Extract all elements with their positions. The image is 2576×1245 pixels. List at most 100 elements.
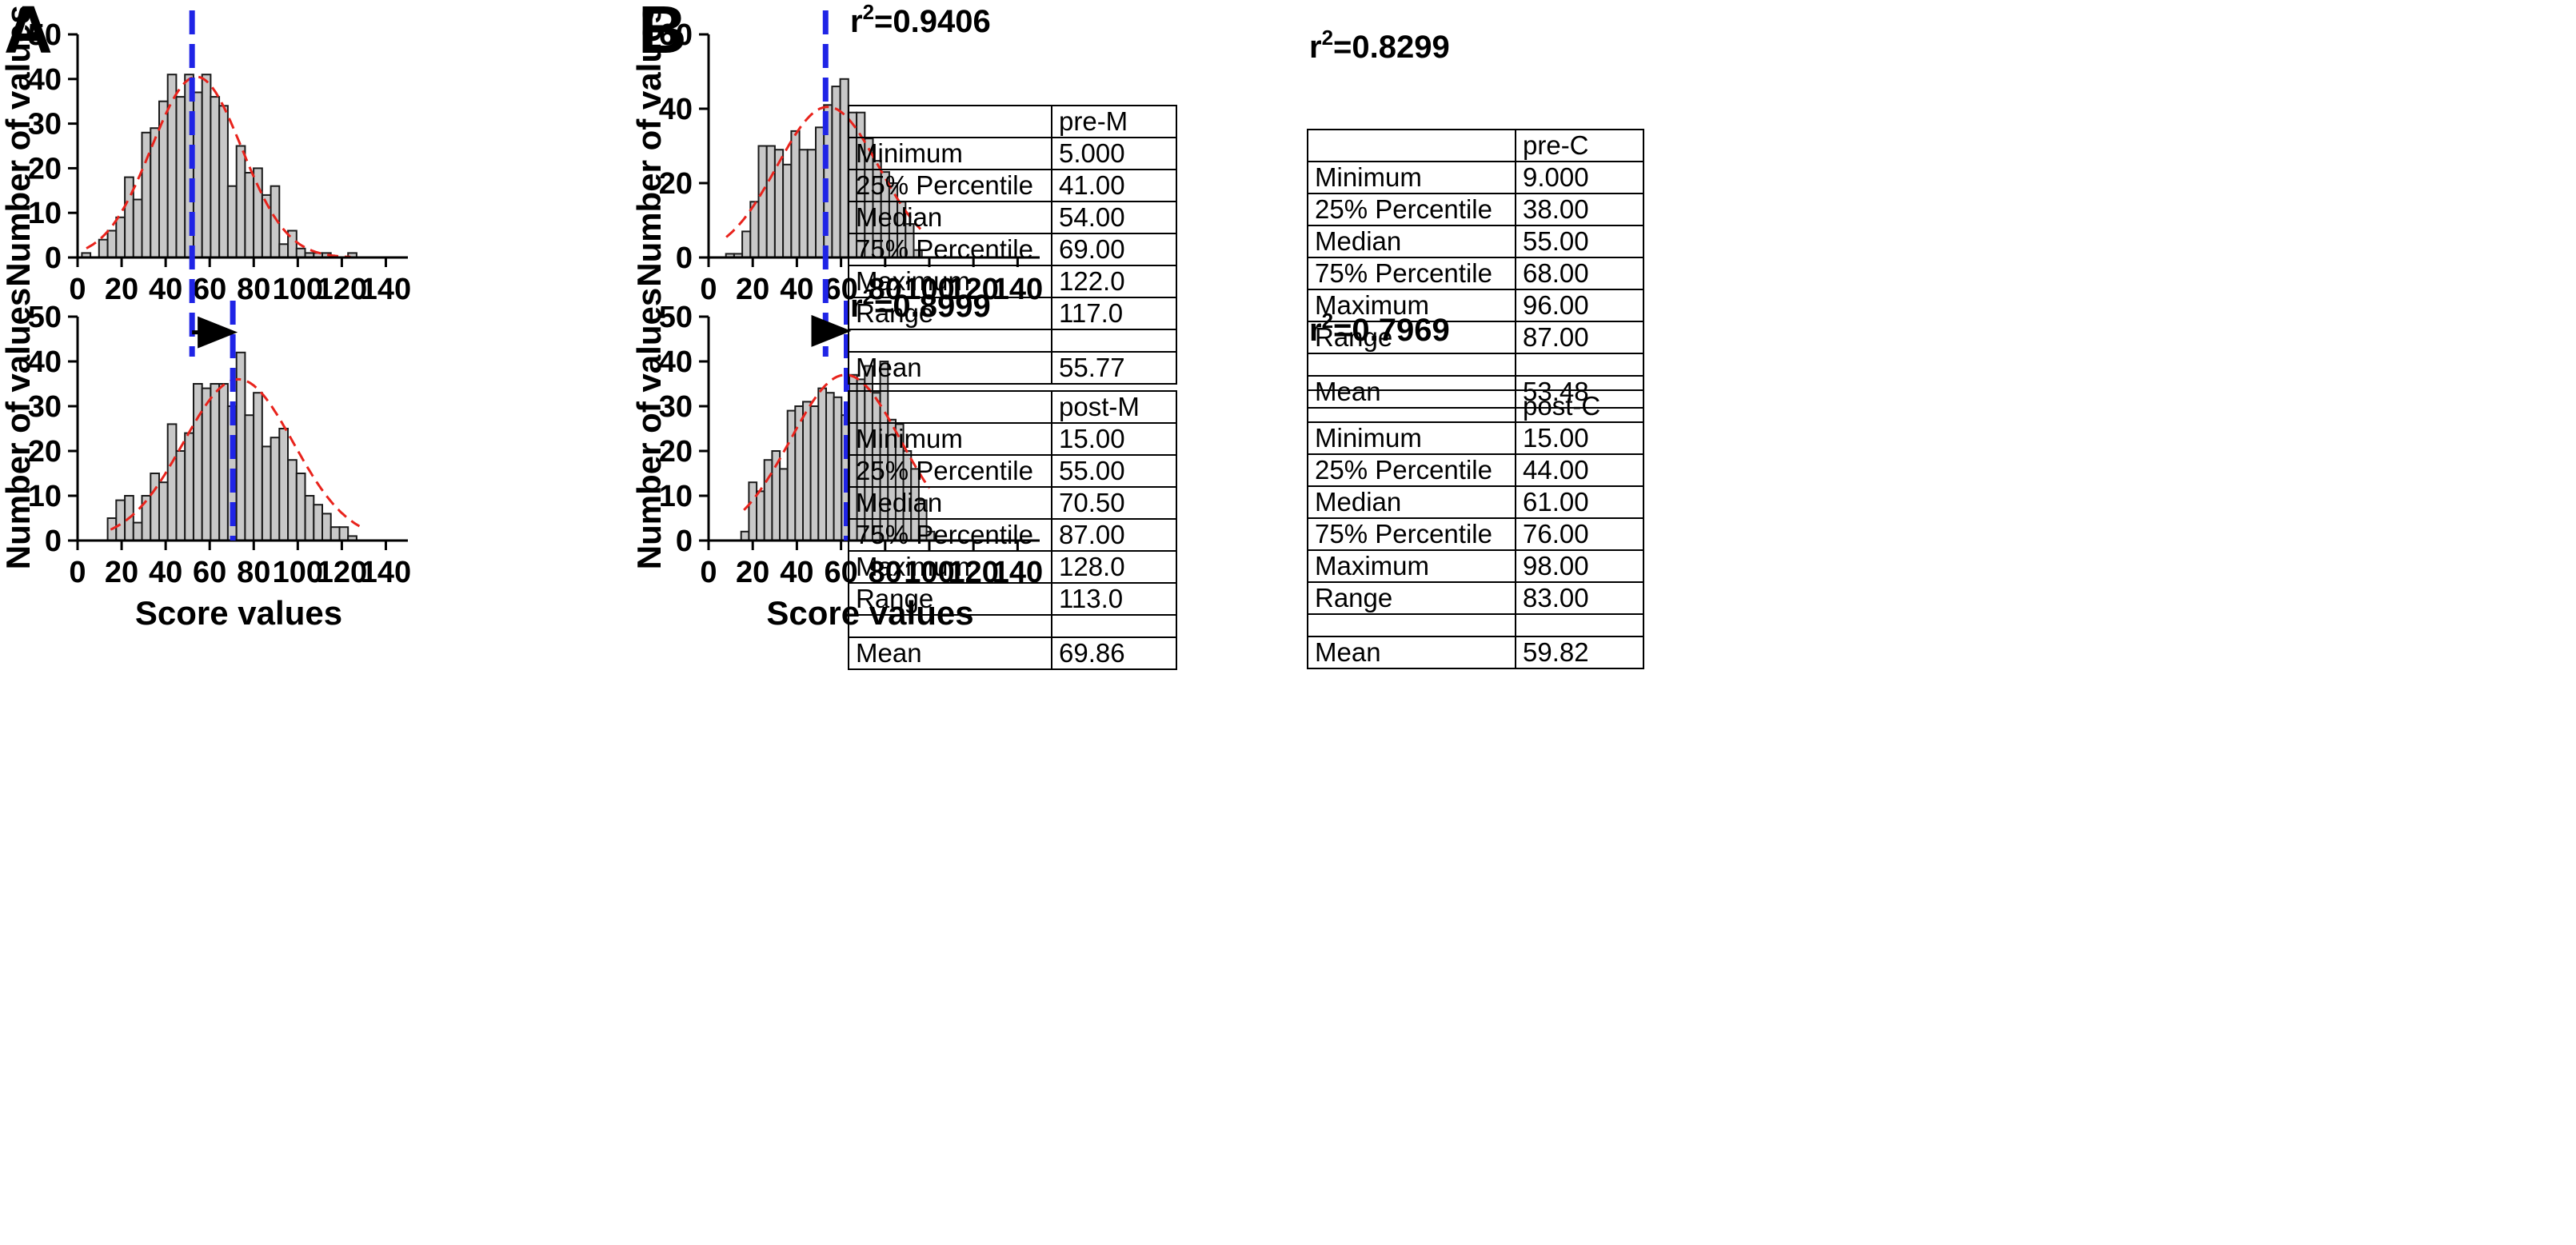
- histogram-bar: [193, 383, 203, 541]
- x-tick-label: 80: [237, 273, 270, 306]
- stats-value-cell: 15.00: [1051, 422, 1177, 456]
- stats-table-row: [1307, 353, 1644, 377]
- histogram-bar: [115, 499, 126, 541]
- stats-value-cell: 117.0: [1051, 297, 1177, 330]
- stats-table-row: Minimum 5.000: [848, 137, 1177, 170]
- stats-label-cell: Maximum: [848, 550, 1052, 584]
- stats-label-cell: 25% Percentile: [848, 169, 1052, 202]
- stats-label-cell: [848, 105, 1052, 138]
- stats-value-cell: 38.00: [1515, 193, 1644, 226]
- stats-label-cell: Median: [1307, 225, 1516, 258]
- histogram-bar: [338, 526, 349, 542]
- stats-value-cell: 69.86: [1051, 636, 1177, 670]
- stats-table-row: Median 61.00: [1307, 485, 1644, 519]
- histogram-bar: [278, 428, 289, 541]
- y-tick-label: 10: [659, 480, 693, 513]
- stats-table-row: [1307, 613, 1644, 637]
- histogram-bar: [287, 459, 298, 542]
- stats-table-row: [848, 614, 1177, 638]
- stats-table-row: [848, 329, 1177, 353]
- histogram-bar: [166, 423, 178, 542]
- stats-value-cell: 98.00: [1515, 549, 1644, 583]
- histogram-bar: [226, 185, 238, 258]
- histogram-bar: [244, 172, 255, 258]
- stats-table-row: Range 113.0: [848, 582, 1177, 616]
- x-tick-label: 40: [149, 556, 182, 589]
- stats-table-header-row: post-C: [1307, 389, 1644, 423]
- y-tick-label: 20: [28, 152, 62, 186]
- stats-value-cell: post-C: [1515, 389, 1644, 423]
- stats-label-cell: 25% Percentile: [1307, 193, 1516, 226]
- stats-label-cell: Range: [848, 297, 1052, 330]
- stats-value-cell: pre-C: [1515, 129, 1644, 162]
- histogram-bar: [270, 437, 281, 542]
- stats-value-cell: 69.00: [1051, 233, 1177, 266]
- stats-value-cell: 5.000: [1051, 137, 1177, 170]
- histogram-bar: [132, 521, 143, 541]
- histogram-bar: [790, 130, 801, 258]
- y-axis-title: Number of values: [0, 288, 37, 569]
- stats-label-cell: [1307, 353, 1516, 377]
- stats-table-row: Minimum 9.000: [1307, 161, 1644, 194]
- y-tick-label: 40: [28, 345, 62, 379]
- y-tick-label: 40: [28, 63, 62, 97]
- x-axis-title: Score values: [135, 594, 342, 632]
- stats-label-cell: 75% Percentile: [848, 233, 1052, 266]
- stats-value-cell: 96.00: [1515, 289, 1644, 322]
- histogram-bar: [244, 414, 255, 542]
- r-squared-label: r2=0.8299: [1309, 26, 1450, 65]
- histogram-bar: [809, 405, 820, 541]
- panel-letter-b: B: [638, 0, 687, 67]
- y-tick-label: 0: [676, 241, 693, 275]
- stats-table-b-post: post-C Minimum 15.00 25% Percentile 44.00 Med…: [1307, 389, 1644, 669]
- histogram-bar: [210, 96, 221, 258]
- stats-table-row: Minimum 15.00: [848, 422, 1177, 456]
- r-squared-superscript: 2: [1322, 26, 1333, 50]
- histogram-bar: [175, 96, 186, 258]
- stats-table-row: Mean 69.86: [848, 636, 1177, 670]
- histogram-bar: [779, 468, 789, 542]
- histogram-bar: [253, 392, 263, 542]
- x-tick-label: 120: [317, 273, 367, 306]
- stats-table-row: Range 87.00: [1307, 321, 1644, 354]
- y-axis-title: Number of values: [630, 288, 668, 569]
- stats-value-cell: [1051, 329, 1177, 353]
- r-squared-value: =0.8299: [1333, 30, 1450, 65]
- y-tick-label: 0: [676, 525, 693, 558]
- x-tick-label: 0: [69, 556, 86, 589]
- histogram-bar: [141, 131, 152, 258]
- histogram-bar: [329, 526, 341, 542]
- histogram-bar: [757, 145, 768, 258]
- histogram-bar: [313, 504, 323, 542]
- x-tick-label: 100: [273, 556, 323, 589]
- y-tick-label: 40: [659, 93, 693, 126]
- stats-value-cell: [1515, 353, 1644, 377]
- stats-label-cell: [848, 329, 1052, 353]
- stats-table-row: 25% Percentile 44.00: [1307, 453, 1644, 487]
- stats-value-cell: 44.00: [1515, 453, 1644, 487]
- y-tick-label: 10: [28, 197, 62, 230]
- histogram-bar: [295, 247, 306, 258]
- stats-label-cell: Median: [848, 201, 1052, 234]
- histogram-bar: [825, 392, 835, 542]
- stats-label-cell: [848, 390, 1052, 424]
- histogram-bar: [786, 409, 797, 541]
- stats-label-cell: Range: [848, 582, 1052, 616]
- stats-label-cell: 25% Percentile: [1307, 453, 1516, 487]
- stats-table-row: 75% Percentile 68.00: [1307, 257, 1644, 290]
- stats-label-cell: Maximum: [848, 265, 1052, 298]
- histogram-bar: [184, 432, 194, 541]
- stats-table-row: Median 70.50: [848, 486, 1177, 520]
- stats-value-cell: 83.00: [1515, 581, 1644, 615]
- x-tick-label: 60: [193, 556, 226, 589]
- stats-label-cell: 75% Percentile: [1307, 257, 1516, 290]
- histogram-bar: [150, 473, 161, 541]
- y-tick-label: 10: [28, 480, 62, 513]
- histogram-bar: [278, 243, 289, 258]
- x-tick-label: 140: [361, 273, 411, 306]
- stats-table-row: Mean 59.82: [1307, 635, 1644, 669]
- histogram-bar: [794, 405, 804, 541]
- stats-value-cell: 15.00: [1515, 421, 1644, 455]
- histogram-bar: [748, 481, 758, 542]
